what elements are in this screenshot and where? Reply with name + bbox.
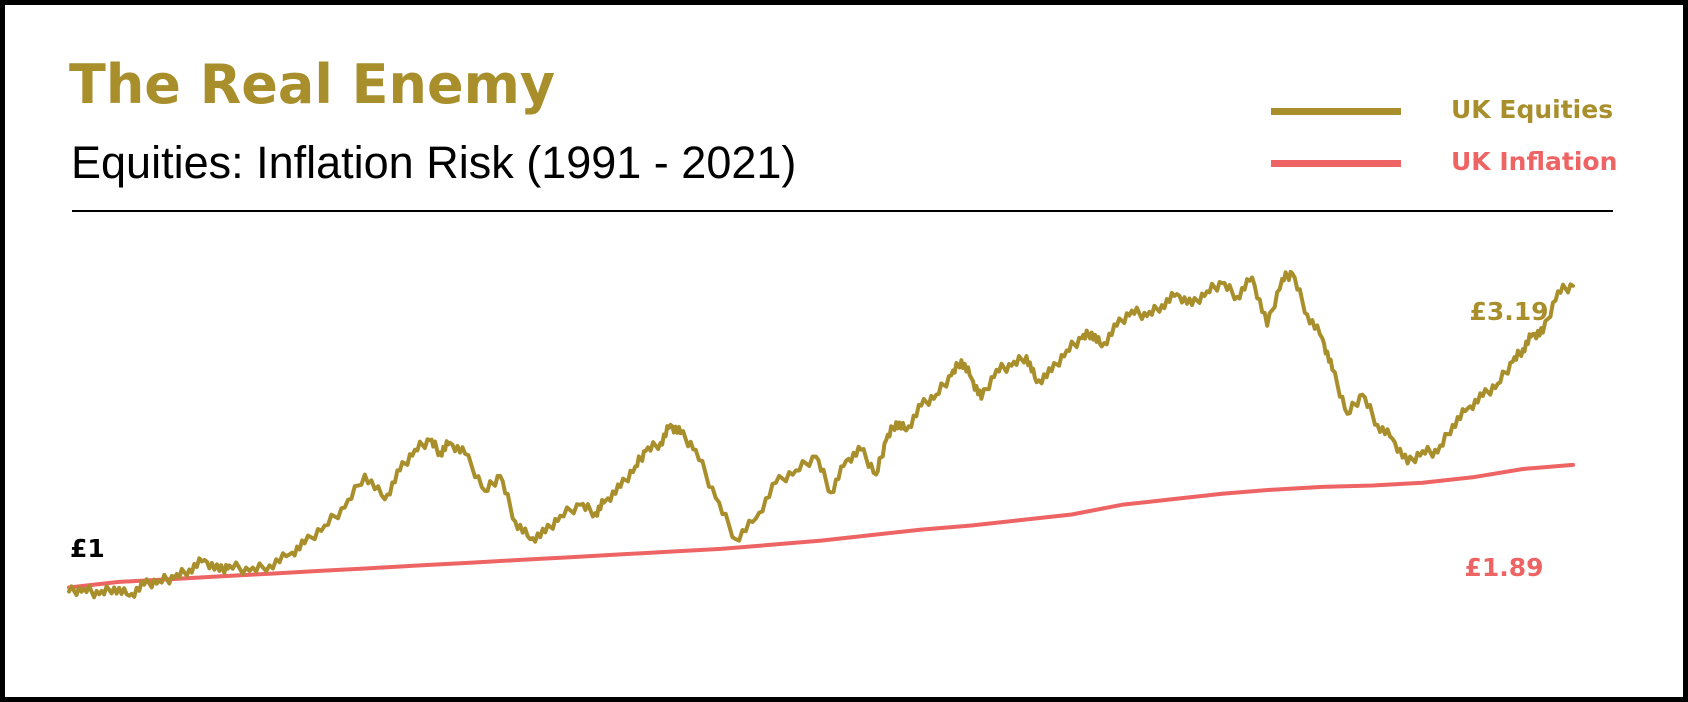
legend-swatch-uk-inflation: [1271, 160, 1401, 167]
legend-label-uk-inflation: UK Inflation: [1451, 147, 1618, 176]
chart-title: The Real Enemy: [69, 53, 556, 116]
legend-label-uk-equities: UK Equities: [1451, 95, 1614, 124]
chart-subtitle: Equities: Inflation Risk (1991 - 2021): [71, 137, 797, 188]
legend-item-uk-equities: UK Equities: [1271, 93, 1631, 127]
header-divider: [72, 210, 1613, 212]
equities-end-value-label: £3.19: [1469, 297, 1548, 326]
legend-item-uk-inflation: UK Inflation: [1271, 145, 1631, 179]
inflation-end-value-label: £1.89: [1464, 553, 1543, 582]
legend-swatch-uk-equities: [1271, 108, 1401, 115]
series-line-uk-equities: [67, 269, 1575, 600]
start-value-label: £1: [70, 534, 105, 563]
plot-area: £1 £3.19 £1.89: [67, 269, 1575, 600]
series-line-uk-inflation: [67, 462, 1575, 590]
